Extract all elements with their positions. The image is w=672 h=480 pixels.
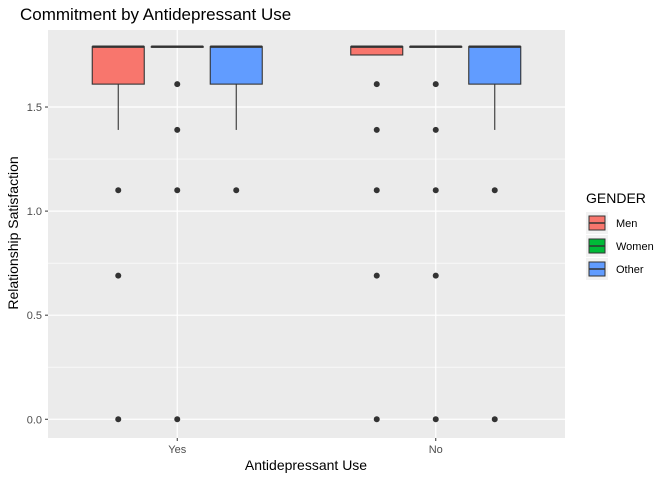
- outlier-point: [373, 416, 380, 423]
- plot-panel: [48, 30, 565, 438]
- legend-label: Other: [616, 264, 644, 276]
- box-men-no: [350, 45, 404, 423]
- outlier-point: [174, 126, 181, 133]
- box-other-yes: [209, 45, 263, 194]
- legend: GENDER Men Women Other: [586, 190, 654, 280]
- chart-title: Commitment by Antidepressant Use: [20, 5, 291, 24]
- y-tick-label: 0.0: [27, 414, 42, 426]
- legend-title: GENDER: [586, 190, 646, 206]
- box-iqr: [209, 46, 263, 85]
- outlier-point: [174, 187, 181, 194]
- box-iqr: [468, 46, 522, 85]
- outlier-point: [115, 272, 122, 279]
- outlier-point: [115, 416, 122, 423]
- outlier-point: [373, 81, 380, 88]
- outlier-point: [174, 416, 181, 423]
- outlier-point: [373, 187, 380, 194]
- x-axis-title: Antidepressant Use: [245, 457, 367, 473]
- boxes: [91, 45, 522, 423]
- outlier-point: [432, 187, 439, 194]
- y-tick-label: 1.0: [27, 206, 42, 218]
- box-other-no: [468, 45, 522, 423]
- outlier-point: [115, 187, 122, 194]
- x-tick-label: Yes: [168, 444, 186, 456]
- outlier-point: [373, 126, 380, 133]
- legend-label: Women: [616, 241, 654, 253]
- outlier-point: [491, 416, 498, 423]
- y-tick-label: 0.5: [27, 310, 42, 322]
- outlier-point: [174, 81, 181, 88]
- box-men-yes: [91, 45, 145, 423]
- legend-item-men: Men: [586, 212, 637, 234]
- axes: 0.0 0.5 1.0 1.5 Yes No: [27, 102, 443, 456]
- legend-item-other: Other: [586, 258, 644, 280]
- outlier-point: [432, 81, 439, 88]
- box-iqr: [350, 46, 404, 56]
- outlier-point: [491, 187, 498, 194]
- grid-lines: [48, 30, 565, 438]
- box-women-no: [409, 45, 463, 423]
- outlier-point: [233, 187, 240, 194]
- legend-label: Men: [616, 218, 637, 230]
- y-tick-label: 1.5: [27, 102, 42, 114]
- box-iqr: [91, 46, 145, 85]
- y-axis-title: Relationship Satisfaction: [5, 156, 21, 309]
- box-women-yes: [150, 45, 204, 423]
- outlier-point: [432, 126, 439, 133]
- x-tick-label: No: [429, 444, 443, 456]
- outlier-point: [432, 416, 439, 423]
- legend-item-women: Women: [586, 235, 654, 257]
- outlier-point: [373, 272, 380, 279]
- outlier-point: [432, 272, 439, 279]
